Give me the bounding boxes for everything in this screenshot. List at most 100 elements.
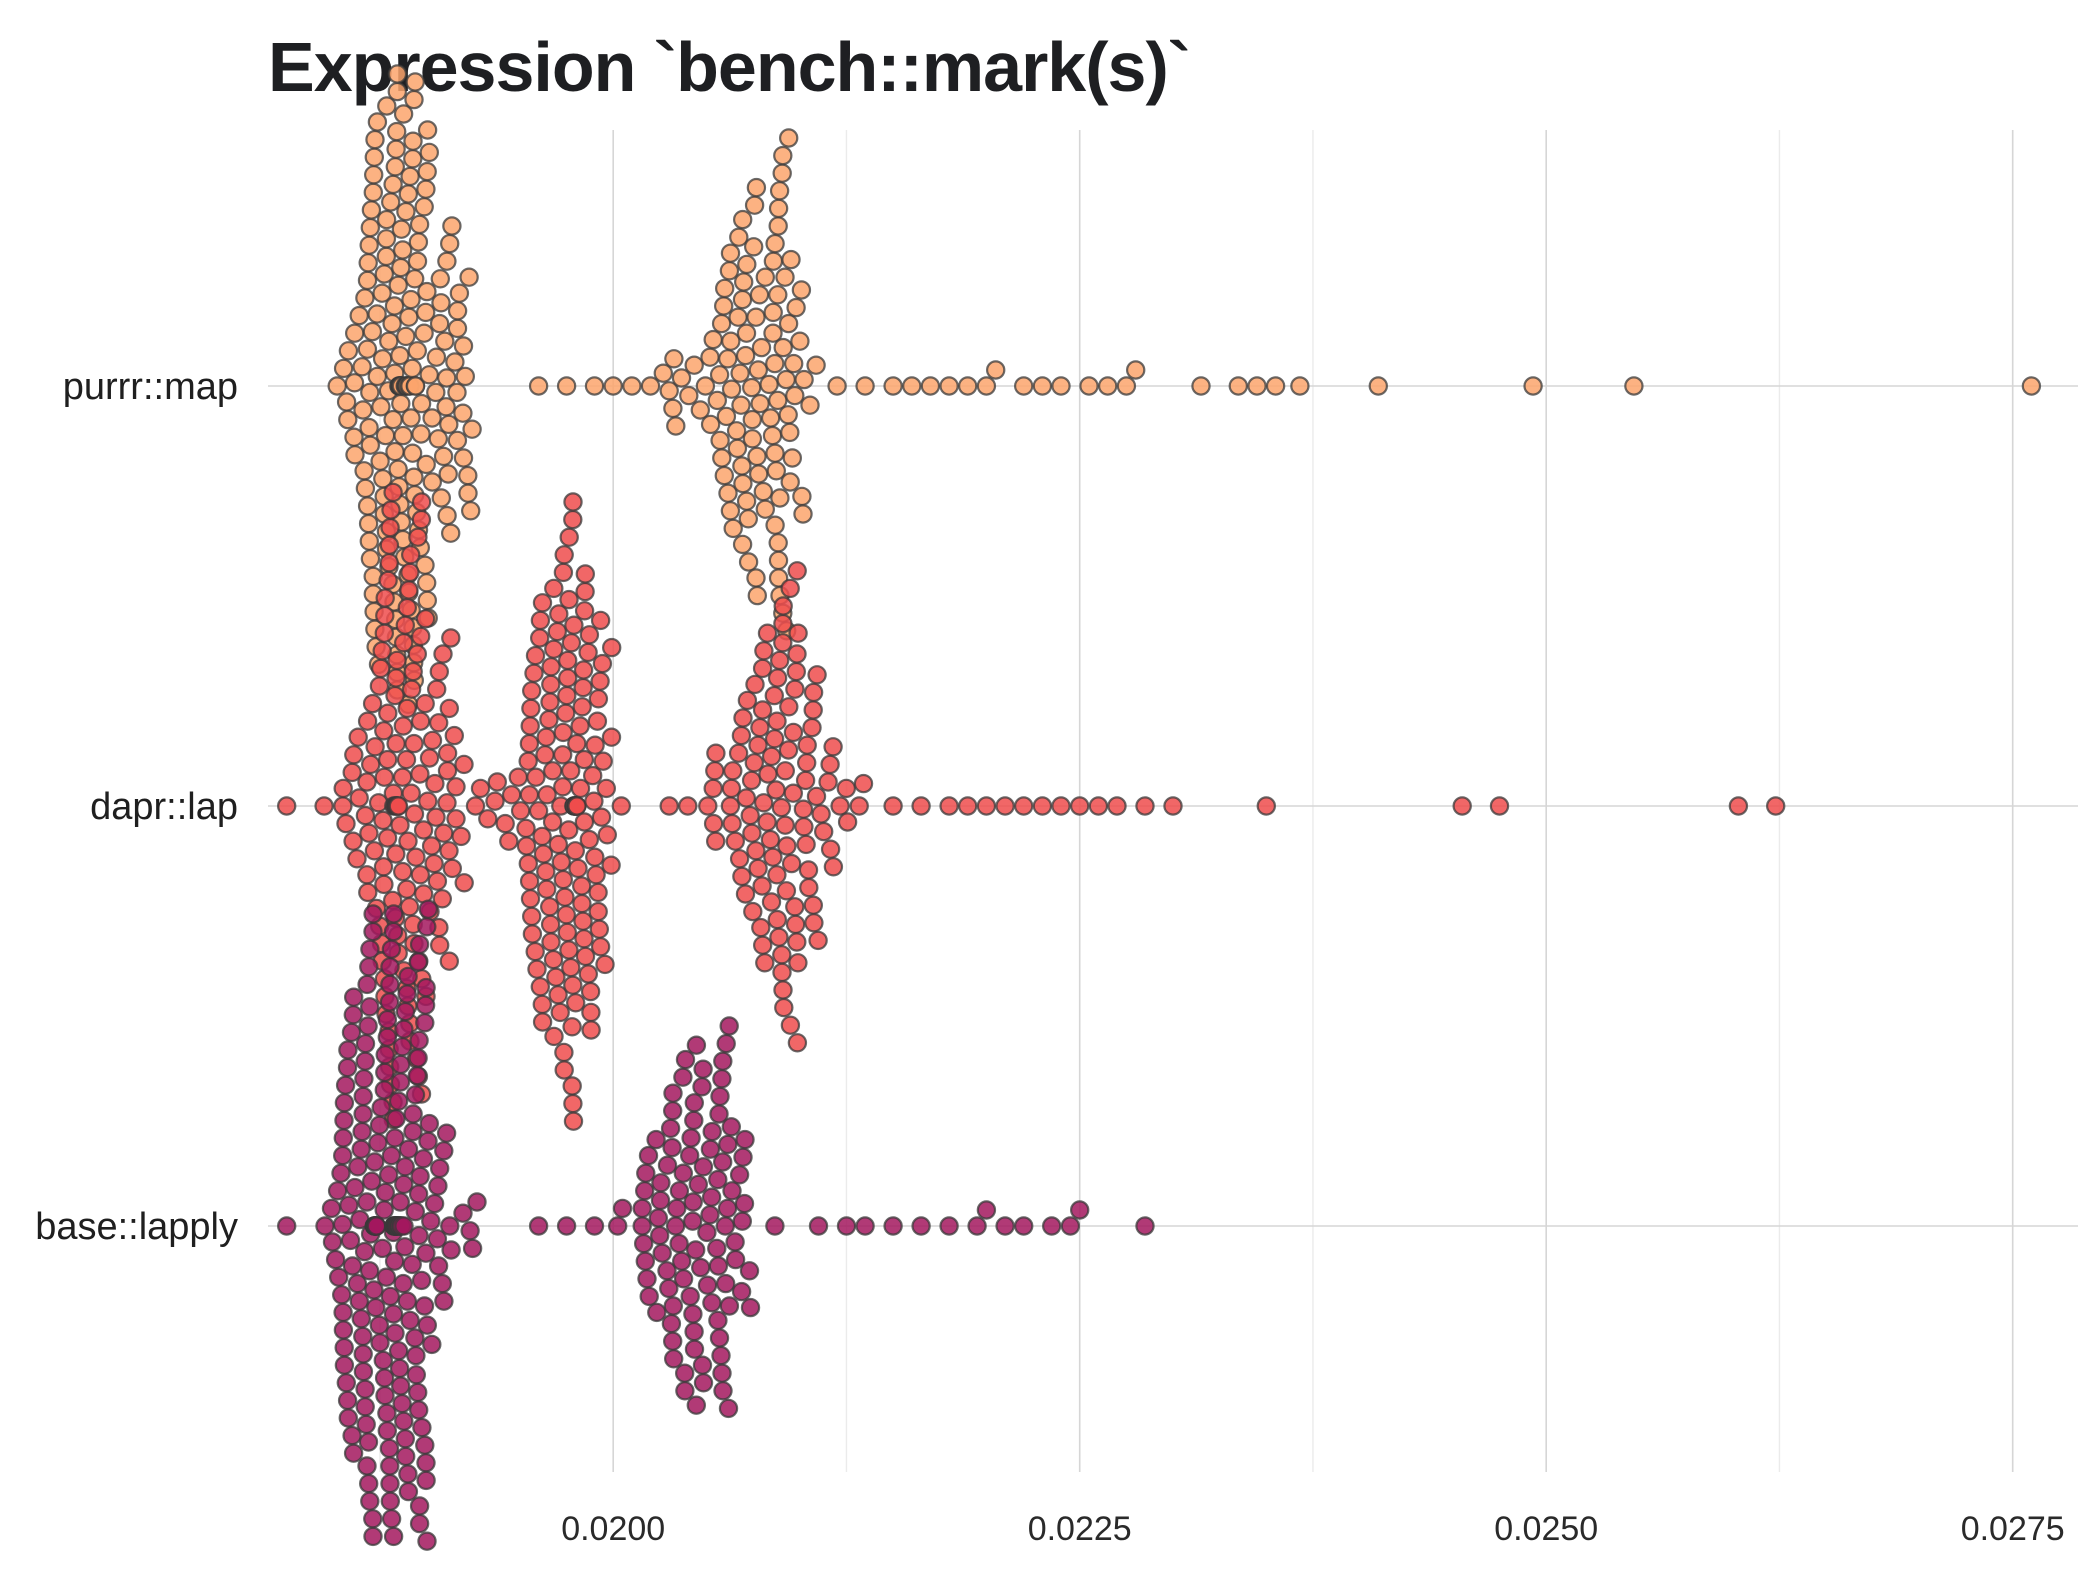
data-point	[729, 1165, 750, 1185]
data-point	[410, 865, 430, 885]
data-point	[404, 733, 424, 754]
data-point	[603, 376, 623, 396]
data-point	[388, 459, 408, 479]
data-point	[958, 796, 978, 816]
data-point	[344, 987, 364, 1007]
data-point	[592, 653, 613, 674]
data-point	[391, 1054, 411, 1075]
data-point	[426, 382, 446, 403]
data-point	[374, 1200, 394, 1220]
data-point	[553, 745, 573, 765]
data-point	[428, 1256, 449, 1276]
data-point	[675, 1363, 695, 1383]
data-point	[725, 831, 746, 851]
data-point	[434, 823, 454, 843]
data-point	[378, 703, 398, 723]
data-point	[1228, 376, 1249, 396]
data-point	[386, 1109, 406, 1129]
data-point	[355, 805, 376, 826]
data-point	[939, 376, 959, 396]
data-point	[408, 232, 429, 252]
data-point	[357, 772, 377, 792]
data-point	[353, 400, 373, 420]
data-point	[773, 596, 793, 616]
data-point	[659, 1278, 679, 1299]
data-point	[849, 796, 869, 816]
data-point	[763, 251, 784, 271]
data-point	[379, 553, 399, 573]
data-point	[360, 217, 380, 238]
data-point	[790, 331, 810, 351]
data-point	[712, 448, 732, 468]
data-point	[800, 395, 820, 415]
data-point	[745, 674, 765, 695]
data-point	[427, 871, 448, 891]
data-point	[718, 349, 738, 369]
data-point	[684, 355, 704, 375]
data-point	[803, 895, 824, 915]
data-point	[363, 1526, 383, 1547]
data-point	[651, 1173, 671, 1193]
data-point	[355, 1397, 375, 1417]
data-point	[2021, 376, 2042, 396]
data-point	[367, 112, 388, 132]
data-point	[700, 1205, 720, 1225]
data-point	[721, 379, 742, 399]
x-tick-label: 0.0225	[1028, 1510, 1132, 1548]
data-point	[352, 1121, 372, 1142]
data-point	[411, 509, 432, 530]
data-point	[364, 165, 384, 185]
data-point	[701, 1187, 722, 1207]
data-point	[355, 1033, 376, 1054]
data-point	[409, 1225, 429, 1246]
data-point	[383, 1304, 404, 1324]
data-point	[920, 376, 941, 396]
data-point	[657, 1155, 678, 1175]
data-point	[1088, 796, 1109, 816]
data-point	[553, 562, 574, 583]
data-point	[772, 962, 792, 983]
data-point	[416, 179, 436, 199]
data-point	[407, 1065, 427, 1086]
data-point	[365, 737, 385, 757]
data-point	[388, 1341, 409, 1361]
data-point	[707, 1238, 727, 1259]
data-point	[392, 1393, 412, 1414]
data-point	[378, 749, 398, 770]
data-point	[399, 580, 419, 600]
data-point	[398, 831, 418, 851]
data-point	[417, 281, 437, 302]
data-point	[427, 1229, 448, 1249]
data-point	[776, 369, 796, 390]
data-point	[408, 1184, 429, 1204]
data-point	[439, 698, 459, 719]
data-point	[646, 1129, 666, 1150]
data-point	[659, 796, 679, 816]
data-point	[403, 149, 423, 169]
data-point	[530, 610, 551, 631]
data-point	[632, 1216, 652, 1236]
data-point	[666, 416, 686, 436]
data-point	[556, 703, 576, 723]
data-point	[391, 219, 412, 239]
data-point	[447, 382, 467, 403]
data-point	[353, 1361, 374, 1382]
data-point	[528, 1216, 549, 1236]
data-point	[720, 796, 741, 816]
data-point	[430, 935, 450, 955]
data-point	[787, 1033, 808, 1053]
data-point	[728, 743, 749, 763]
data-point	[345, 1177, 365, 1198]
data-point	[768, 285, 788, 305]
data-point	[510, 801, 531, 821]
data-point	[351, 1309, 371, 1329]
data-point	[823, 857, 844, 877]
data-point	[395, 1001, 416, 1022]
data-point	[368, 1133, 388, 1153]
data-point	[713, 1381, 733, 1401]
data-point	[543, 761, 563, 781]
data-point	[374, 874, 394, 895]
data-point	[422, 730, 443, 751]
data-point	[650, 1190, 671, 1211]
data-point	[417, 917, 437, 937]
